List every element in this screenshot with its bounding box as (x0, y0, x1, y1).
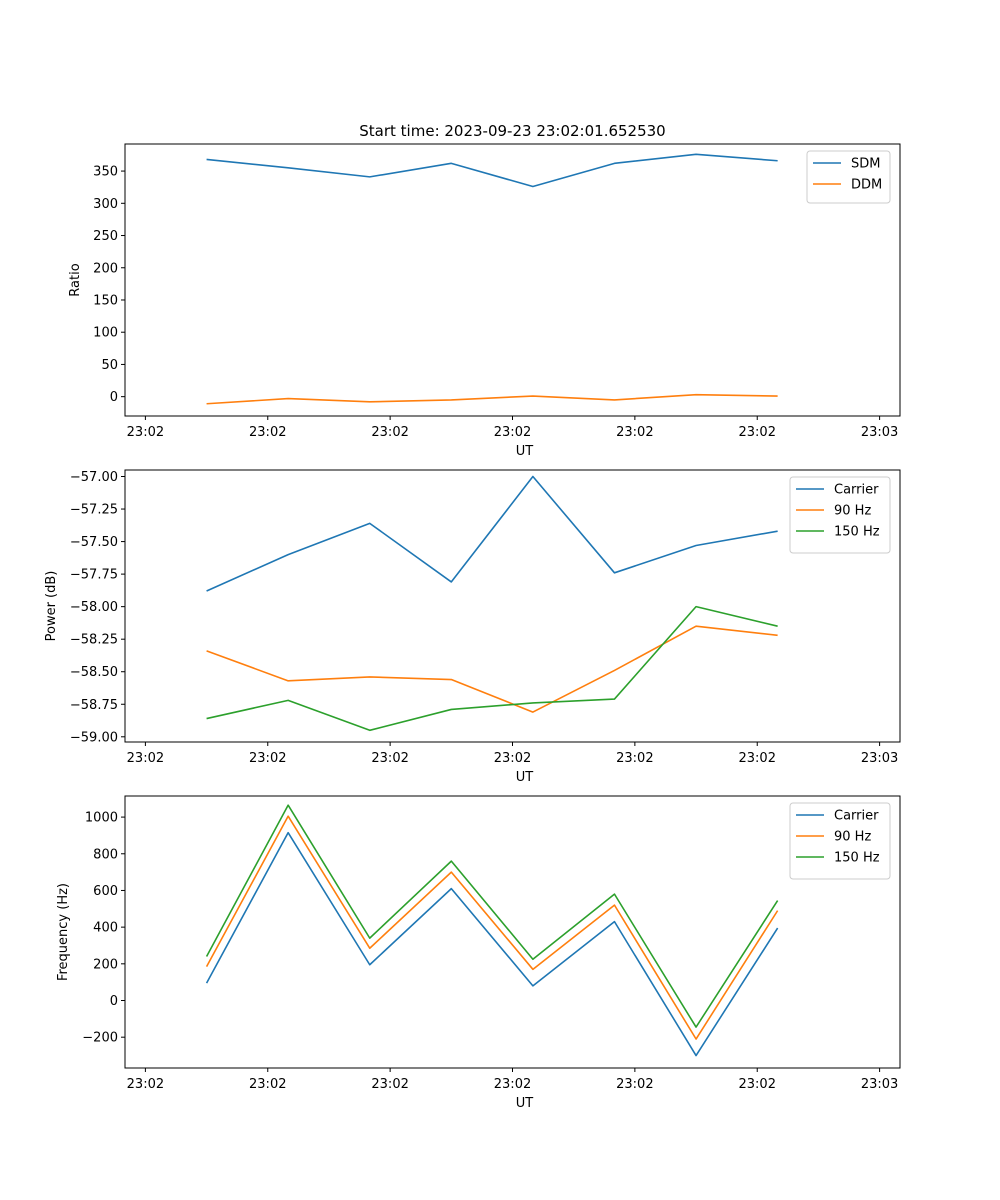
x-tick-label: 23:03 (861, 751, 898, 766)
x-axis-label: UT (516, 444, 534, 459)
y-tick-label: −58.25 (70, 633, 118, 648)
x-tick-label: 23:02 (249, 1077, 286, 1092)
series-line-sdm (206, 153, 778, 188)
y-axis-label: Ratio (68, 263, 83, 296)
y-tick-label: 150 (93, 293, 118, 308)
y-tick-label: 300 (93, 197, 118, 212)
y-tick-label: 250 (93, 229, 118, 244)
legend-box (806, 150, 891, 204)
legend: Carrier 90 Hz 150 Hz (789, 476, 891, 554)
legend-entry-label: 90 Hz (834, 504, 871, 519)
y-axis-label: Power (dB) (44, 571, 59, 642)
x-tick-label: 23:02 (494, 1077, 531, 1092)
legend: SDM DDM (806, 150, 891, 204)
x-tick-label: 23:02 (739, 1077, 776, 1092)
y-tick-label: 600 (93, 884, 118, 899)
y-tick-label: 50 (101, 358, 118, 373)
x-tick-label: 23:02 (127, 1077, 164, 1092)
series-line-carrier (206, 475, 778, 592)
x-tick-label: 23:02 (249, 751, 286, 766)
series-line-90-hz (205, 815, 779, 1040)
x-tick-label: 23:03 (861, 425, 898, 440)
x-tick-label: 23:02 (371, 425, 408, 440)
y-tick-label: −57.25 (70, 503, 118, 518)
legend-entry-label: Carrier (834, 483, 879, 498)
x-tick-label: 23:03 (861, 1077, 898, 1092)
y-tick-label: −200 (82, 1031, 118, 1046)
x-tick-label: 23:02 (127, 425, 164, 440)
y-tick-label: 200 (93, 261, 118, 276)
legend-box (789, 802, 891, 880)
y-tick-label: 350 (93, 165, 118, 180)
legend-entry-label: 150 Hz (834, 525, 880, 540)
series-line-90-hz (206, 625, 778, 713)
series-line-150-hz (205, 804, 779, 1028)
series-line-carrier (205, 831, 779, 1057)
legend-entry-label: Carrier (834, 809, 879, 824)
x-tick-label: 23:02 (494, 751, 531, 766)
x-tick-label: 23:02 (616, 1077, 653, 1092)
y-tick-label: −57.00 (70, 470, 118, 485)
x-tick-label: 23:02 (494, 425, 531, 440)
subplot-2: 23:02 23:02 23:02 23:02 23:02 23:02 23:03 −59.0… (44, 469, 901, 785)
legend-box (789, 476, 891, 554)
y-tick-label: 800 (93, 847, 118, 862)
x-tick-label: 23:02 (371, 1077, 408, 1092)
y-tick-label: 1000 (85, 811, 118, 826)
x-tick-label: 23:02 (249, 425, 286, 440)
x-tick-label: 23:02 (371, 751, 408, 766)
x-tick-label: 23:02 (616, 425, 653, 440)
y-tick-label: 0 (110, 994, 118, 1009)
x-tick-label: 23:02 (739, 425, 776, 440)
chart-title: Start time: 2023-09-23 23:02:01.652530 (359, 122, 665, 140)
x-tick-label: 23:02 (616, 751, 653, 766)
subplot-1: Start time: 2023-09-23 23:02:01.652530 23… (68, 122, 901, 459)
y-tick-label: −59.00 (70, 730, 118, 745)
subplot-3: 23:02 23:02 23:02 23:02 23:02 23:02 23:03 −200 0… (56, 795, 901, 1111)
legend-entry-label: 90 Hz (834, 830, 871, 845)
y-tick-label: 200 (93, 957, 118, 972)
series-line-ddm (206, 393, 778, 405)
series-line-150-hz (206, 605, 778, 732)
y-tick-label: −58.50 (70, 665, 118, 680)
x-axis-label: UT (516, 770, 534, 785)
x-tick-label: 23:02 (739, 751, 776, 766)
legend-entry-label: DDM (851, 178, 882, 193)
legend-entry-label: 150 Hz (834, 851, 880, 866)
y-axis-label: Frequency (Hz) (56, 883, 71, 981)
y-tick-label: −58.00 (70, 600, 118, 615)
legend-entry-label: SDM (851, 157, 880, 172)
y-tick-label: −58.75 (70, 698, 118, 713)
y-tick-label: 100 (93, 326, 118, 341)
x-tick-label: 23:02 (127, 751, 164, 766)
y-tick-label: 400 (93, 921, 118, 936)
y-tick-label: 0 (110, 390, 118, 405)
y-tick-label: −57.50 (70, 535, 118, 550)
y-tick-label: −57.75 (70, 568, 118, 583)
x-axis-label: UT (516, 1096, 534, 1111)
legend: Carrier 90 Hz 150 Hz (789, 802, 891, 880)
